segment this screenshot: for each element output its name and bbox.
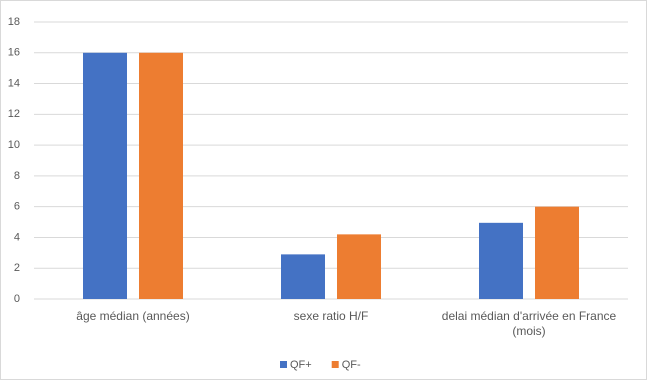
legend-swatch — [331, 361, 339, 368]
x-tick-label: delai médian d'arrivée en France (mois) — [441, 309, 617, 338]
y-tick-label: 8 — [14, 170, 20, 182]
legend-label: QF+ — [290, 359, 312, 371]
bar — [83, 52, 127, 300]
y-tick-label: 10 — [8, 139, 20, 151]
bar — [535, 206, 579, 299]
bar — [139, 52, 183, 300]
x-tick-label: âge médian (années) — [76, 309, 190, 323]
bar — [281, 254, 325, 299]
y-tick-label: 18 — [8, 16, 20, 28]
y-tick-label: 4 — [14, 231, 20, 243]
legend-swatch — [280, 361, 287, 368]
y-tick-label: 12 — [8, 108, 20, 120]
y-tick-label: 2 — [14, 262, 20, 274]
y-tick-label: 6 — [14, 201, 20, 213]
legend-label: QF- — [342, 359, 361, 371]
x-tick-label: sexe ratio H/F — [293, 309, 369, 323]
bar — [479, 222, 523, 299]
y-tick-label: 0 — [14, 293, 20, 305]
y-tick-label: 16 — [8, 47, 20, 59]
y-tick-label: 14 — [8, 77, 20, 89]
bar — [337, 234, 381, 299]
